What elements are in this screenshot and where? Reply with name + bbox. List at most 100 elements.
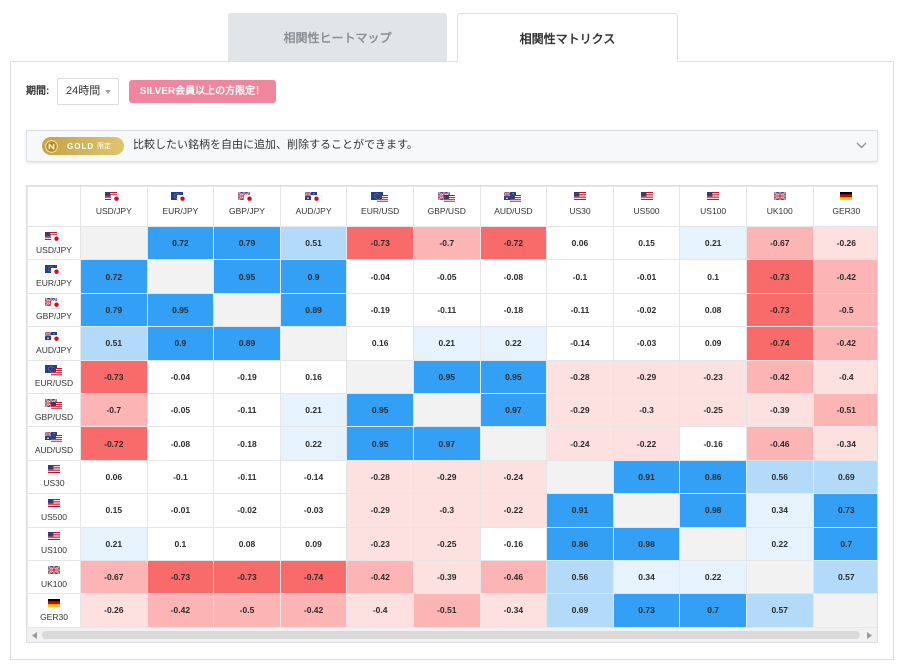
jp-flag-icon	[177, 195, 189, 203]
matrix-diagonal-cell	[80, 225, 148, 261]
column-header-label: US30	[569, 206, 591, 216]
matrix-cell: -0.22	[612, 426, 681, 461]
matrix-cell: 0.1	[146, 526, 215, 561]
matrix-row-aud-usd: AUD/USD -0.72 -0.08 -0.18 0.22 0.95 0.97 -0.24-…	[27, 426, 877, 461]
matrix-cell: 0.06	[80, 459, 148, 495]
gbp-jpy-flags-icon	[45, 298, 63, 309]
us-flag-icon	[640, 192, 653, 200]
row-header-aud-usd: AUD/USD	[27, 426, 81, 461]
us-flag-icon	[48, 465, 60, 474]
matrix-cell: -0.42	[346, 559, 414, 595]
matrix-cell: -0.72	[479, 225, 548, 261]
matrix-cell: -0.46	[479, 559, 548, 595]
eur-jpy-flags-icon	[45, 265, 63, 276]
eur-usd-flags-icon	[371, 192, 389, 203]
member-badge: SILVER会員以上の方限定！	[129, 80, 276, 103]
matrix-cell: 0.56	[745, 459, 814, 495]
matrix-cell: 0.91	[612, 459, 681, 495]
column-header-eur-jpy: EUR/JPY	[146, 186, 215, 227]
scrollbar-thumb[interactable]	[42, 631, 860, 639]
row-header-ger30: GER30	[27, 593, 81, 627]
matrix-cell: -0.22	[479, 493, 548, 528]
row-header-label: GBP/JPY	[36, 311, 72, 322]
gold-badge: GOLD 限定	[42, 137, 124, 155]
matrix-diagonal-cell	[146, 259, 215, 294]
jp-flag-icon	[51, 334, 62, 343]
jp-flag-icon	[51, 301, 62, 309]
matrix-cell: -0.19	[346, 292, 414, 328]
matrix-cell: -0.11	[213, 392, 281, 428]
matrix-cell: -0.73	[80, 359, 148, 394]
period-select[interactable]: 24時間	[57, 78, 119, 105]
matrix-cell: 0.9	[146, 326, 215, 361]
matrix-diagonal-cell	[745, 559, 814, 595]
matrix-cell: 0.9	[279, 259, 348, 294]
matrix-cell: -0.05	[412, 259, 481, 294]
usd-jpy-flags-icon	[45, 231, 63, 243]
matrix-cell: 0.95	[213, 259, 281, 294]
matrix-cell: -0.16	[479, 526, 548, 561]
column-header-label: US500	[633, 206, 660, 216]
matrix-cell: 0.79	[213, 225, 281, 261]
matrix-diagonal-cell	[812, 593, 877, 627]
chevron-down-icon[interactable]	[856, 142, 867, 149]
scroll-left-button[interactable]	[27, 628, 42, 642]
matrix-cell: -0.73	[745, 259, 814, 294]
matrix-cell: 0.97	[479, 392, 548, 428]
matrix-cell: -0.29	[412, 459, 481, 495]
matrix-table: USD/JPY EUR/JPY GBP/JPY AUD/JPY EUR/USD GBP/U…	[27, 186, 877, 627]
us30-flags-icon	[573, 192, 586, 203]
matrix-cell: -0.23	[679, 359, 747, 394]
matrix-cell: -0.3	[412, 493, 481, 528]
us-flag-icon	[48, 532, 60, 541]
row-header-usd-jpy: USD/JPY	[27, 225, 81, 261]
matrix-row-gbp-jpy: GBP/JPY 0.79 0.95 0.89 -0.19 -0.11 -0.18 -0.11-…	[27, 292, 877, 328]
matrix-cell: -0.39	[745, 392, 814, 428]
matrix-row-ger30: GER30 -0.26 -0.42 -0.5 -0.42 -0.4 -0.51 -0.34 0.…	[27, 593, 877, 627]
column-header-gbp-jpy: GBP/JPY	[213, 186, 281, 227]
symbol-edit-toggle[interactable]: GOLD 限定 比較したい銘柄を自由に追加、削除することができます。	[26, 130, 878, 162]
matrix-cell: -0.51	[812, 392, 877, 428]
column-header-label: UK100	[766, 206, 793, 216]
matrix-cell: -0.25	[412, 526, 481, 561]
matrix-cell: -0.46	[745, 426, 814, 461]
us-flag-icon	[510, 195, 522, 203]
tab-matrix[interactable]: 相関性マトリクス	[457, 13, 678, 62]
column-header-us500: US500	[612, 186, 681, 227]
matrix-cell: 0.51	[80, 326, 148, 361]
column-header-gbp-usd: GBP/USD	[412, 186, 481, 227]
matrix-cell: -0.73	[146, 559, 215, 595]
column-header-us30: US30	[546, 186, 614, 227]
gb-flag-icon	[773, 192, 786, 200]
matrix-cell: -0.74	[279, 559, 348, 595]
matrix-cell: -0.4	[346, 593, 414, 627]
gold-coin-icon	[45, 139, 58, 153]
scrollbar-track[interactable]	[42, 628, 862, 642]
column-header-label: GBP/USD	[427, 206, 466, 216]
us100-flags-icon	[707, 192, 720, 203]
matrix-cell: -0.02	[213, 493, 281, 528]
us-flag-icon	[443, 195, 455, 203]
column-header-aud-usd: AUD/USD	[479, 186, 548, 227]
matrix-cell: -0.11	[546, 292, 614, 328]
matrix-cell: 0.98	[679, 493, 747, 528]
matrix-cell: 0.21	[279, 392, 348, 428]
matrix-cell: 0.08	[213, 526, 281, 561]
matrix-cell: -0.5	[812, 292, 877, 328]
matrix-cell: -0.14	[279, 459, 348, 495]
gold-badge-text: GOLD	[67, 141, 95, 151]
scroll-right-button[interactable]	[862, 628, 877, 642]
tab-heatmap[interactable]: 相関性ヒートマップ	[228, 13, 447, 61]
column-header-label: GBP/JPY	[229, 206, 265, 216]
row-header-label: EUR/USD	[34, 378, 74, 389]
horizontal-scrollbar[interactable]	[27, 627, 877, 642]
matrix-cell: -0.05	[146, 392, 215, 428]
row-header-eur-jpy: EUR/JPY	[27, 259, 81, 294]
gbp-usd-flags-icon	[45, 398, 63, 410]
matrix-row-us500: US500 0.15 -0.01 -0.02 -0.03 -0.29 -0.3 -0.22 0.…	[27, 493, 877, 528]
matrix-cell: 0.09	[279, 526, 348, 561]
matrix-cell: -0.18	[479, 292, 548, 328]
matrix-cell: -0.23	[346, 526, 414, 561]
matrix-cell: -0.42	[812, 259, 877, 294]
matrix-cell: -0.24	[546, 426, 614, 461]
